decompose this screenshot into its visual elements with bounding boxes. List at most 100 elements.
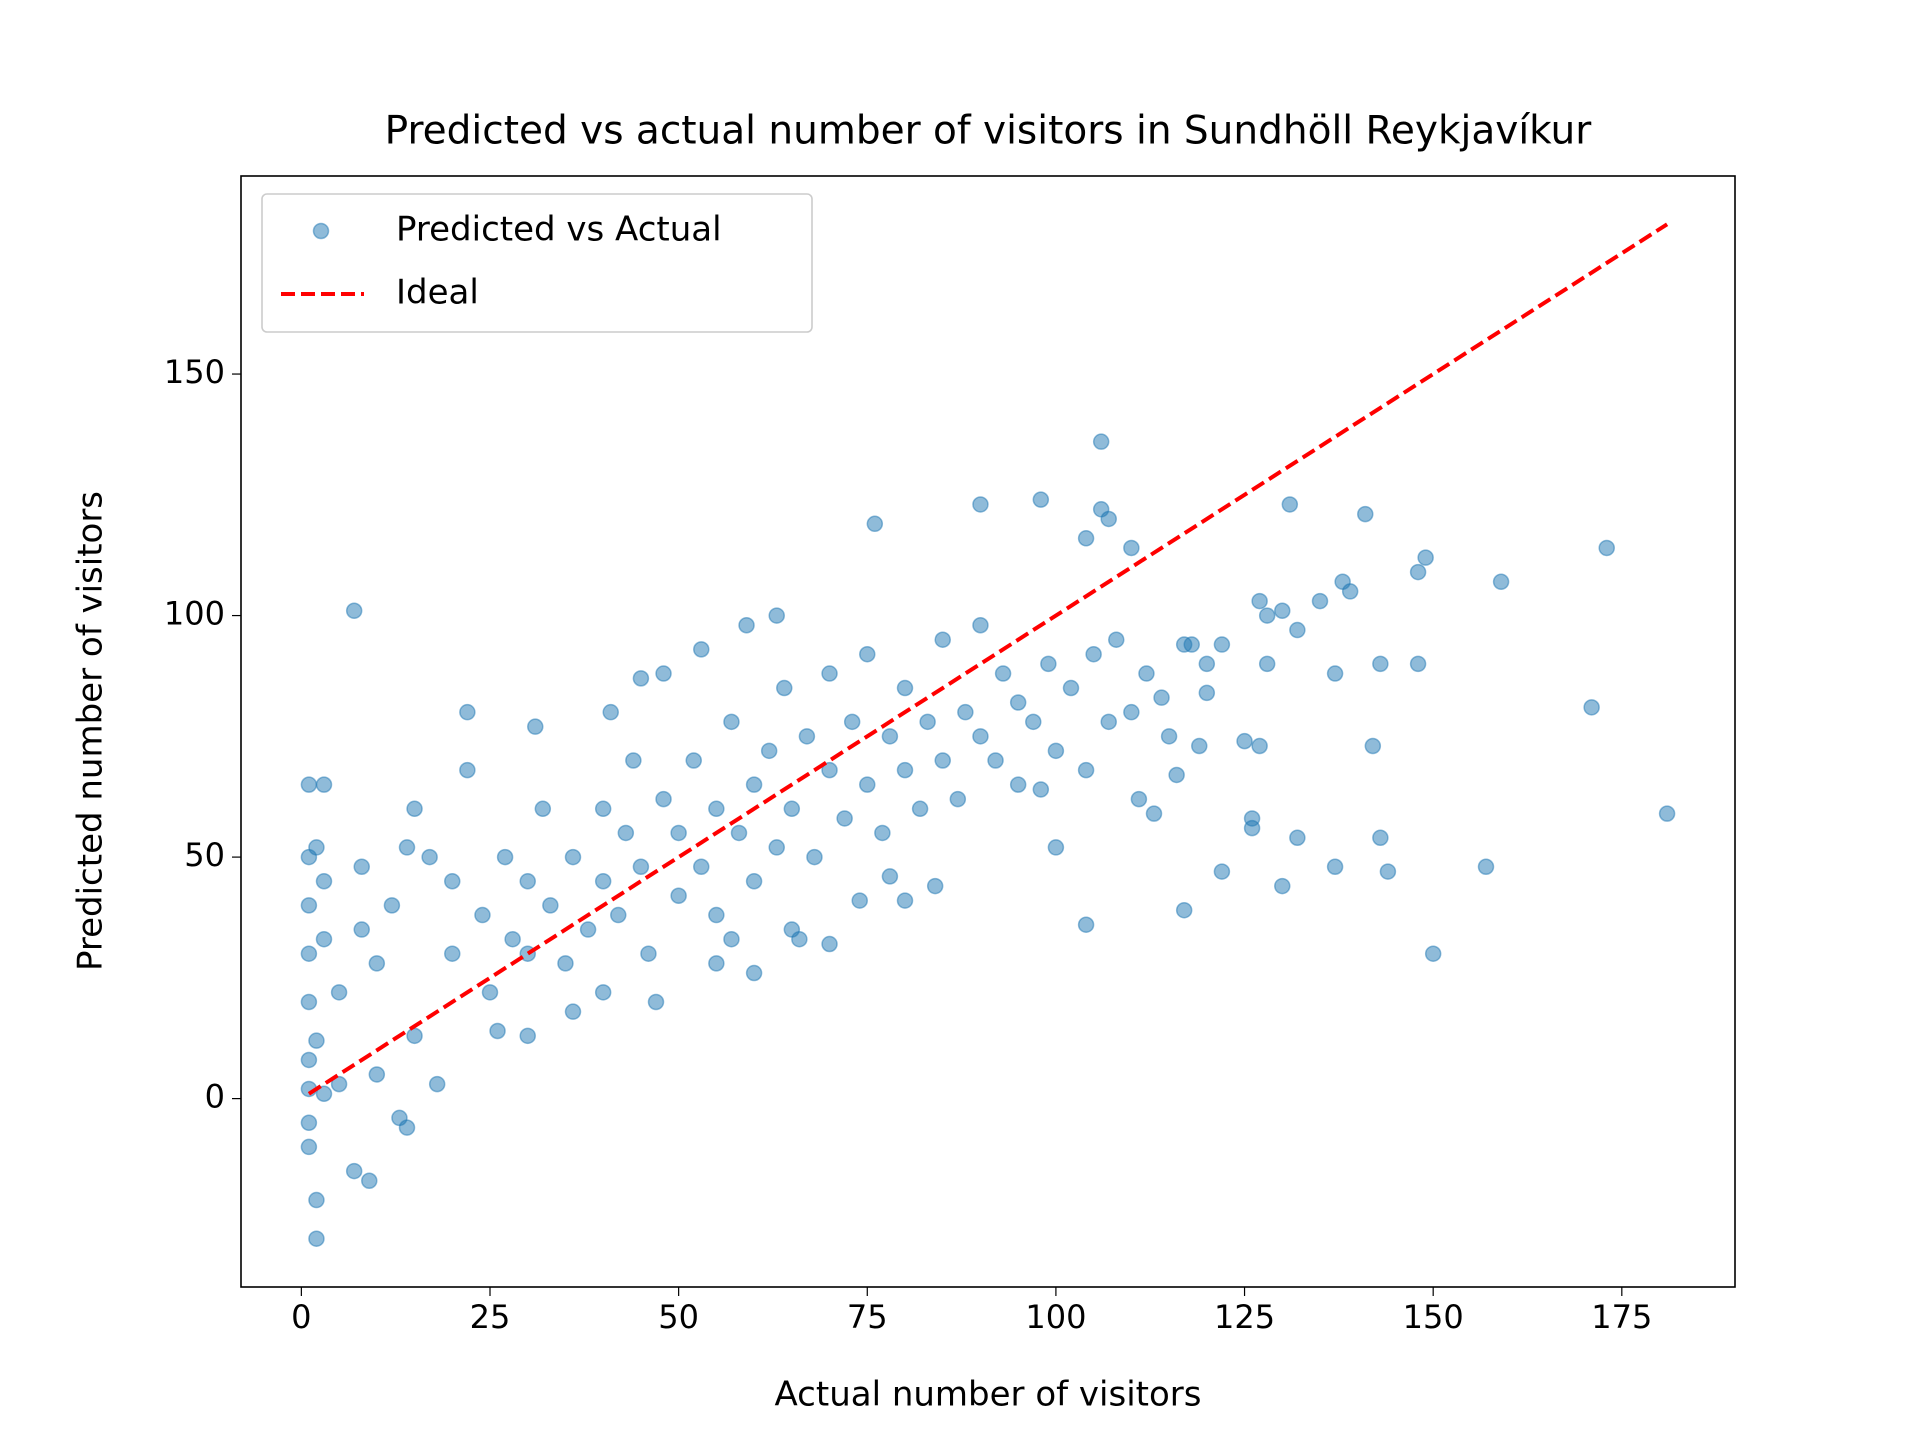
scatter-point	[760, 742, 778, 760]
scatter-point	[919, 713, 936, 731]
scatter-point	[859, 776, 876, 793]
scatter-point	[300, 1138, 318, 1156]
scatter-point	[708, 955, 725, 972]
scatter-point	[315, 1085, 333, 1103]
scatter-point	[1168, 766, 1185, 784]
scatter-point	[1258, 655, 1276, 673]
scatter-point	[1492, 573, 1510, 591]
x-tick-label: 25	[470, 1298, 511, 1336]
scatter-point	[1583, 699, 1600, 716]
scatter-point	[610, 906, 627, 924]
scatter-point	[602, 703, 619, 721]
y-tick-label: 100	[164, 595, 225, 633]
scatter-point	[859, 645, 876, 663]
scatter-point	[1598, 539, 1615, 557]
scatter-point	[843, 713, 861, 731]
scatter-point	[768, 839, 785, 856]
scatter-point	[776, 679, 793, 697]
scatter-point	[693, 858, 710, 876]
scatter-point	[527, 718, 544, 735]
scatter-point	[406, 800, 423, 818]
scatter-point	[723, 713, 740, 731]
scatter-point	[1092, 433, 1110, 450]
scatter-point	[1409, 563, 1427, 581]
scatter-point	[1100, 713, 1117, 731]
scatter-point	[821, 935, 838, 953]
scatter-point	[911, 800, 929, 818]
scatter-point	[1160, 728, 1178, 745]
scatter-point	[1138, 665, 1155, 682]
scatter-point	[579, 921, 597, 938]
scatter-point	[745, 776, 763, 793]
scatter-point	[1289, 829, 1306, 847]
scatter-point	[459, 761, 476, 779]
scatter-point	[1153, 689, 1170, 706]
scatter-point	[1123, 539, 1140, 557]
scatter-point	[1085, 645, 1102, 663]
scatter-point	[1047, 839, 1065, 856]
scatter-point	[821, 761, 838, 779]
scatter-point	[768, 607, 785, 624]
scatter-point	[632, 858, 650, 876]
scatter-point	[398, 839, 416, 856]
scatter-point	[300, 993, 318, 1011]
scatter-point	[1409, 655, 1427, 673]
y-tick-label: 0	[205, 1078, 225, 1116]
scatter-point	[1357, 505, 1374, 523]
scatter-point	[564, 1003, 582, 1020]
plot-frame	[240, 175, 1736, 1288]
scatter-point	[361, 1172, 378, 1189]
scatter-point	[655, 665, 672, 682]
scatter-point	[821, 665, 838, 682]
scatter-point	[934, 631, 951, 648]
scatter-point	[1062, 679, 1080, 697]
scatter-point	[345, 602, 363, 619]
scatter-point	[564, 848, 582, 866]
scatter-point	[1311, 592, 1329, 610]
scatter-point	[1130, 790, 1148, 808]
scatter-point	[972, 728, 989, 745]
scatter-point	[1243, 819, 1261, 837]
scatter-point	[1274, 602, 1291, 619]
scatter-point	[315, 776, 333, 793]
scatter-point	[353, 921, 370, 938]
scatter-point	[383, 897, 401, 914]
scatter-point	[745, 872, 763, 890]
scatter-point	[1258, 607, 1276, 624]
scatter-point	[640, 945, 657, 962]
scatter-point	[1175, 636, 1193, 653]
scatter-point	[1326, 858, 1344, 876]
x-tick-label: 75	[847, 1298, 888, 1336]
y-axis-label: Predicted number of visitors	[71, 491, 111, 971]
x-tick-label: 50	[658, 1298, 699, 1336]
scatter-point	[617, 824, 635, 842]
scatter-point	[421, 848, 438, 866]
scatter-point	[866, 515, 884, 533]
scatter-point	[1032, 781, 1050, 798]
scatter-point	[1040, 655, 1057, 673]
scatter-point	[708, 906, 725, 924]
scatter-point	[504, 930, 521, 948]
scatter-point	[1123, 703, 1140, 721]
scatter-point	[1213, 636, 1231, 653]
ideal-line	[307, 222, 1669, 1096]
scatter-point	[1108, 631, 1125, 648]
scatter-point	[632, 670, 650, 687]
scatter-point	[459, 703, 476, 721]
scatter-point	[1477, 858, 1495, 876]
chart-title: Predicted vs actual number of visitors i…	[385, 109, 1593, 154]
scatter-point	[481, 984, 499, 1001]
scatter-point	[1326, 665, 1344, 682]
scatter-point	[1251, 592, 1268, 610]
scatter-point	[345, 1162, 363, 1180]
scatter-point	[1009, 694, 1027, 711]
scatter-point	[1364, 737, 1382, 755]
scatter-point	[957, 703, 974, 721]
scatter-point	[1251, 737, 1268, 755]
scatter-point	[330, 984, 348, 1001]
scatter-point	[881, 728, 899, 745]
scatter-point	[723, 930, 740, 948]
scatter-point	[428, 1075, 446, 1093]
scatter-point	[1213, 863, 1231, 880]
scatter-point	[315, 872, 333, 890]
